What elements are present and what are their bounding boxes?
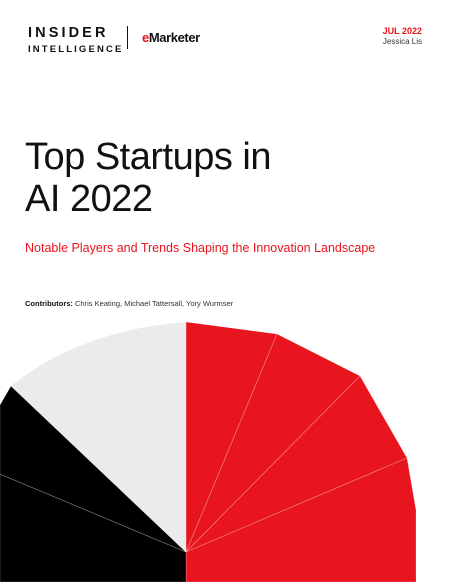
logo-intelligence-text: INTELLIGENCE (28, 43, 124, 55)
logo-divider (127, 26, 128, 49)
pie-slice-black-2 (0, 385, 187, 553)
title-line-1: Top Startups in (25, 136, 271, 178)
contributors-names: Chris Keating, Michael Tattersall, Yory … (72, 299, 234, 308)
contributors: Contributors: Chris Keating, Michael Tat… (25, 299, 233, 308)
emarketer-e: e (142, 30, 149, 45)
report-subtitle: Notable Players and Trends Shaping the I… (25, 241, 376, 255)
pie-slice-gray (10, 321, 187, 553)
report-date: JUL 2022 (382, 26, 422, 36)
insider-intelligence-logo: INSIDER INTELLIGENCE (28, 26, 123, 54)
logo-insider-text: INSIDER (28, 25, 109, 41)
contributors-label: Contributors: (25, 299, 73, 308)
emarketer-logo: eMarketer (142, 30, 200, 45)
emarketer-text: Marketer (148, 30, 200, 45)
report-author: Jessica Lis (382, 37, 422, 46)
title-line-2: AI 2022 (25, 178, 153, 220)
report-title: Top Startups in AI 2022 (25, 136, 425, 220)
